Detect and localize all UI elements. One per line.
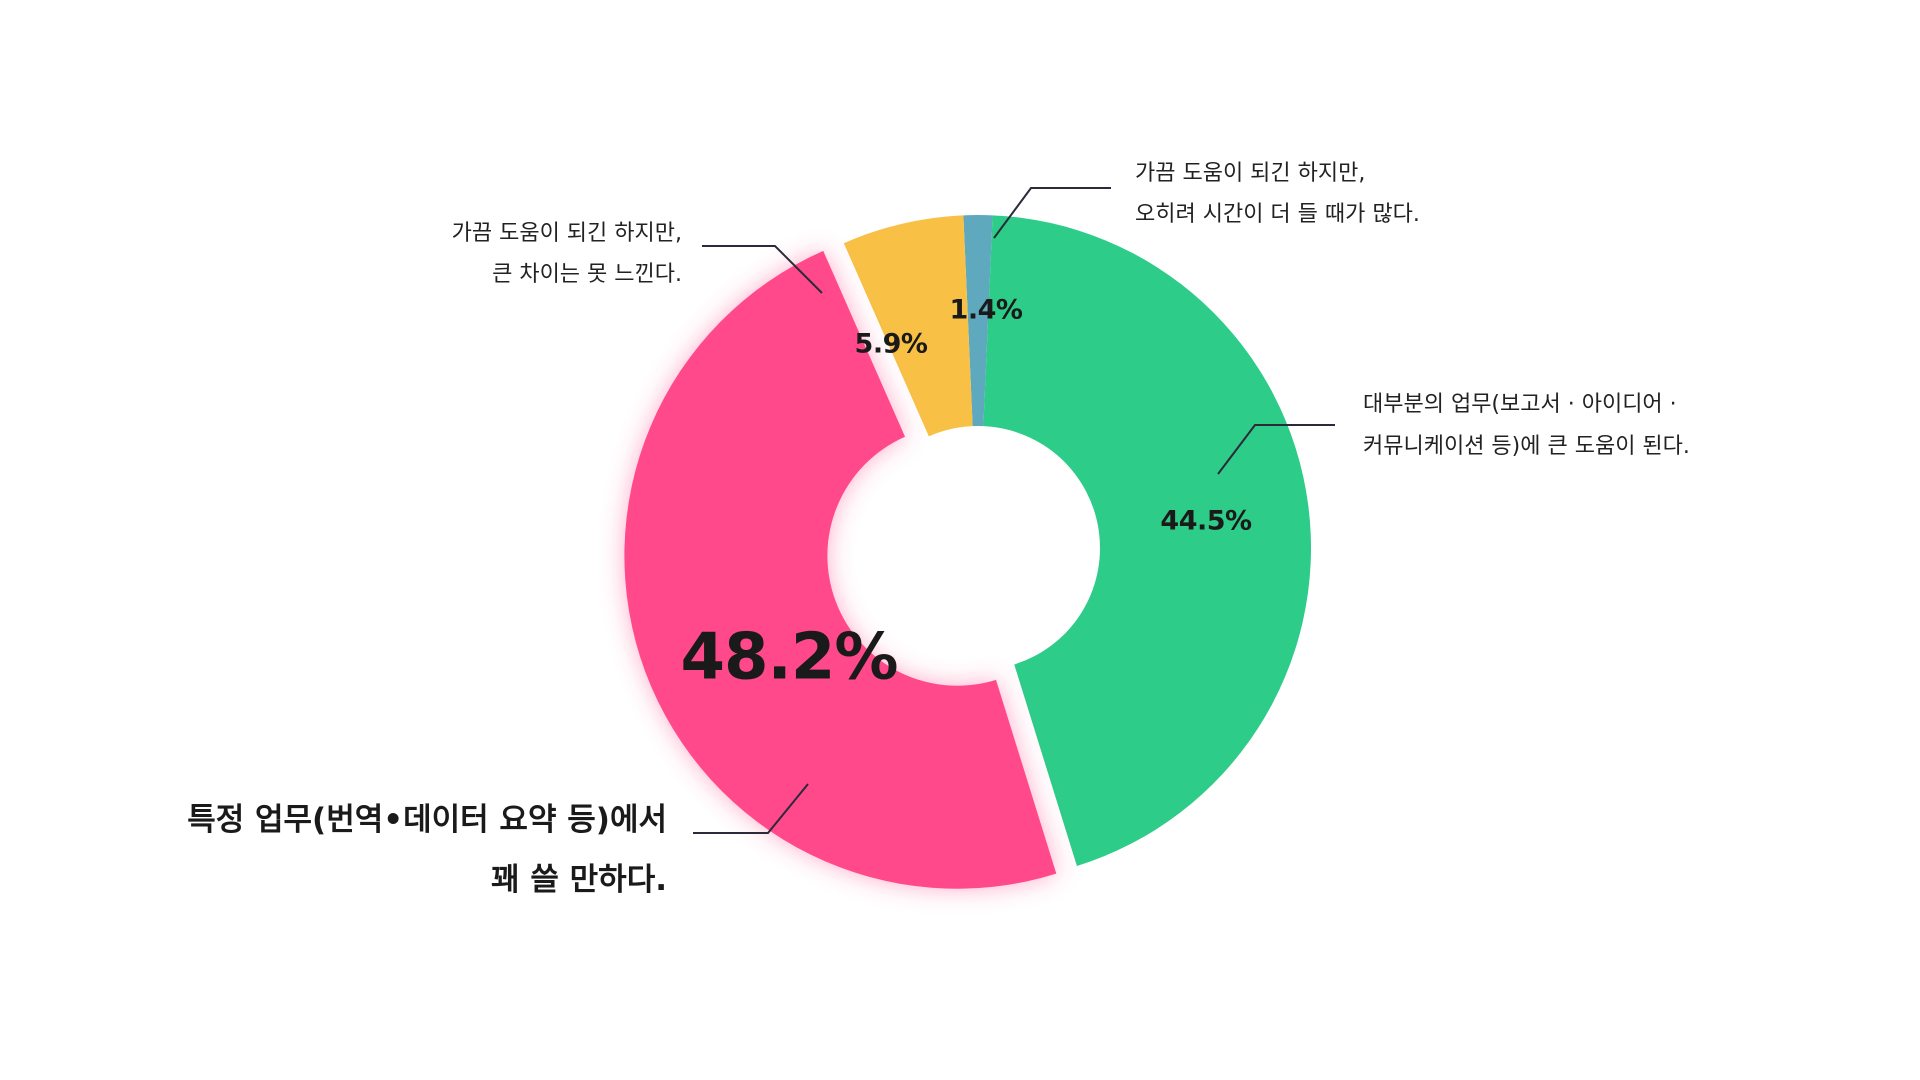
slice-value-green: 44.5% [1160, 506, 1252, 537]
callout-teal-line1: 가끔 도움이 되긴 하지만, [1135, 161, 1365, 186]
slice-value-yellow: 5.9% [855, 329, 928, 360]
callout-teal-line2: 오히려 시간이 더 들 때가 많다. [1135, 202, 1420, 227]
donut-slices [624, 215, 1312, 889]
slice-yellow [843, 215, 973, 437]
callout-green-line1: 대부분의 업무(보고서 · 아이디어 · [1363, 392, 1677, 417]
leader-line-pink [693, 783, 809, 834]
leader-line-teal [993, 187, 1111, 239]
callout-yellow-line1: 가끔 도움이 되긴 하지만, [452, 221, 682, 246]
slice-green [983, 215, 1312, 866]
callout-pink-line2: 꽤 쓸 만하다. [491, 862, 667, 898]
slice-teal [963, 215, 993, 427]
callout-green-line2: 커뮤니케이션 등)에 큰 도움이 된다. [1363, 434, 1690, 459]
slice-value-teal: 1.4% [950, 295, 1023, 326]
callout-pink-line1: 특정 업무(번역•데이터 요약 등)에서 [187, 802, 667, 838]
leader-line-yellow [702, 245, 823, 294]
slice-value-pink: 48.2% [680, 621, 897, 695]
callout-yellow-line2: 큰 차이는 못 느낀다. [492, 262, 682, 287]
slice-pink [624, 250, 1057, 889]
leader-line-green [1217, 424, 1335, 475]
